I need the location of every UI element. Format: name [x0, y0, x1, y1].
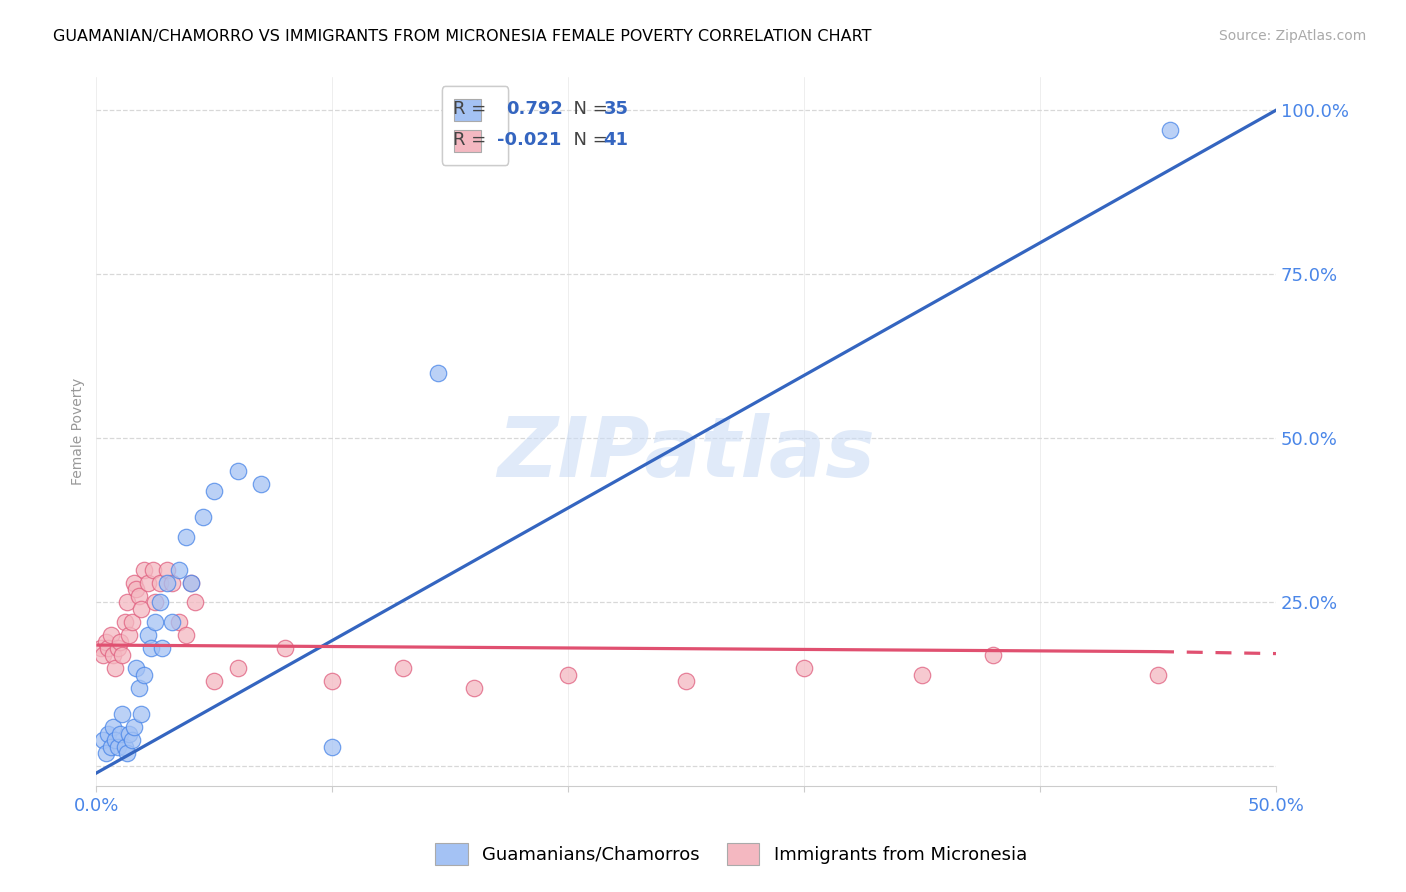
Point	[321, 674, 343, 689]
Point	[115, 595, 138, 609]
Point	[90, 641, 112, 656]
Point	[121, 733, 143, 747]
Point	[180, 575, 202, 590]
Point	[104, 661, 127, 675]
Point	[111, 648, 134, 662]
Point	[128, 681, 150, 695]
Point	[136, 628, 159, 642]
Point	[226, 464, 249, 478]
Point	[114, 615, 136, 629]
Point	[122, 575, 145, 590]
Point	[97, 726, 120, 740]
Point	[149, 595, 172, 609]
Point	[427, 366, 450, 380]
Point	[101, 720, 124, 734]
Point	[114, 739, 136, 754]
Legend: Guamanians/Chamorros, Immigrants from Micronesia: Guamanians/Chamorros, Immigrants from Mi…	[426, 834, 1036, 874]
Point	[139, 641, 162, 656]
Text: GUAMANIAN/CHAMORRO VS IMMIGRANTS FROM MICRONESIA FEMALE POVERTY CORRELATION CHAR: GUAMANIAN/CHAMORRO VS IMMIGRANTS FROM MI…	[53, 29, 872, 44]
Text: N =: N =	[562, 131, 614, 149]
Point	[191, 510, 214, 524]
Text: Source: ZipAtlas.com: Source: ZipAtlas.com	[1219, 29, 1367, 43]
Text: R =: R =	[453, 100, 498, 119]
Point	[174, 628, 197, 642]
Point	[981, 648, 1004, 662]
Point	[184, 595, 207, 609]
Point	[93, 733, 115, 747]
Point	[122, 720, 145, 734]
Text: -0.021: -0.021	[498, 131, 562, 149]
Point	[125, 661, 148, 675]
Point	[136, 575, 159, 590]
Point	[128, 589, 150, 603]
Point	[118, 628, 141, 642]
Point	[250, 477, 273, 491]
Point	[675, 674, 697, 689]
Point	[557, 667, 579, 681]
Point	[321, 739, 343, 754]
Point	[174, 530, 197, 544]
Point	[132, 667, 155, 681]
Point	[94, 747, 117, 761]
Point	[115, 747, 138, 761]
Point	[226, 661, 249, 675]
Point	[911, 667, 934, 681]
Text: 35: 35	[603, 100, 628, 119]
Point	[160, 575, 183, 590]
Point	[274, 641, 297, 656]
Point	[143, 615, 166, 629]
Point	[125, 582, 148, 597]
Point	[180, 575, 202, 590]
Point	[118, 726, 141, 740]
Point	[167, 615, 190, 629]
Point	[132, 563, 155, 577]
Point	[202, 674, 225, 689]
Point	[93, 648, 115, 662]
Point	[104, 733, 127, 747]
Point	[129, 706, 152, 721]
Text: N =: N =	[562, 100, 614, 119]
Point	[1147, 667, 1170, 681]
Y-axis label: Female Poverty: Female Poverty	[72, 378, 86, 485]
Point	[108, 726, 131, 740]
Point	[392, 661, 415, 675]
Point	[129, 602, 152, 616]
Point	[160, 615, 183, 629]
Legend: , : ,	[441, 87, 509, 165]
Point	[107, 739, 129, 754]
Point	[101, 648, 124, 662]
Point	[1159, 123, 1181, 137]
Point	[202, 483, 225, 498]
Point	[167, 563, 190, 577]
Point	[156, 563, 179, 577]
Point	[463, 681, 485, 695]
Point	[100, 739, 122, 754]
Point	[156, 575, 179, 590]
Point	[152, 641, 174, 656]
Point	[111, 706, 134, 721]
Point	[793, 661, 815, 675]
Point	[149, 575, 172, 590]
Point	[100, 628, 122, 642]
Text: ZIPatlas: ZIPatlas	[498, 413, 875, 493]
Point	[97, 641, 120, 656]
Point	[143, 595, 166, 609]
Point	[107, 641, 129, 656]
Text: 41: 41	[603, 131, 628, 149]
Text: 0.792: 0.792	[506, 100, 562, 119]
Text: R =: R =	[453, 131, 492, 149]
Point	[121, 615, 143, 629]
Point	[94, 634, 117, 648]
Point	[108, 634, 131, 648]
Point	[142, 563, 165, 577]
